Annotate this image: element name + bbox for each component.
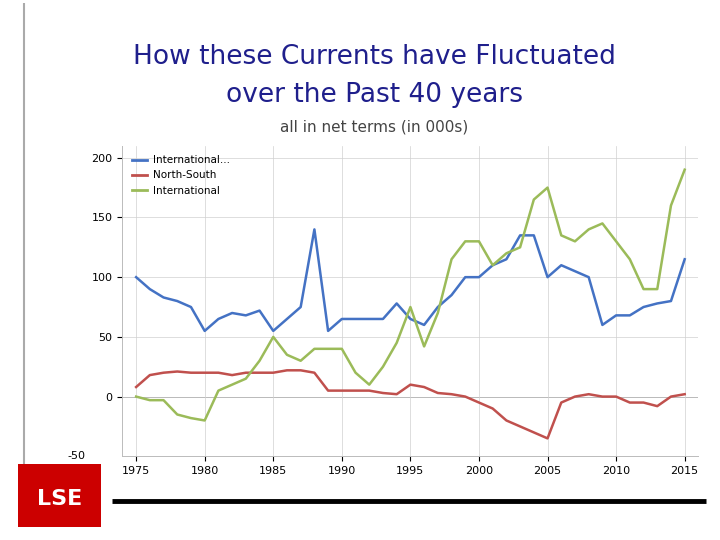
- Text: LSE: LSE: [37, 489, 82, 509]
- Text: How these Currents have Fluctuated: How these Currents have Fluctuated: [133, 44, 616, 70]
- Legend: International..., North-South, International: International..., North-South, Internati…: [127, 151, 234, 200]
- Text: -50: -50: [67, 451, 85, 461]
- Text: all in net terms (in 000s): all in net terms (in 000s): [280, 119, 469, 134]
- Text: over the Past 40 years: over the Past 40 years: [226, 82, 523, 107]
